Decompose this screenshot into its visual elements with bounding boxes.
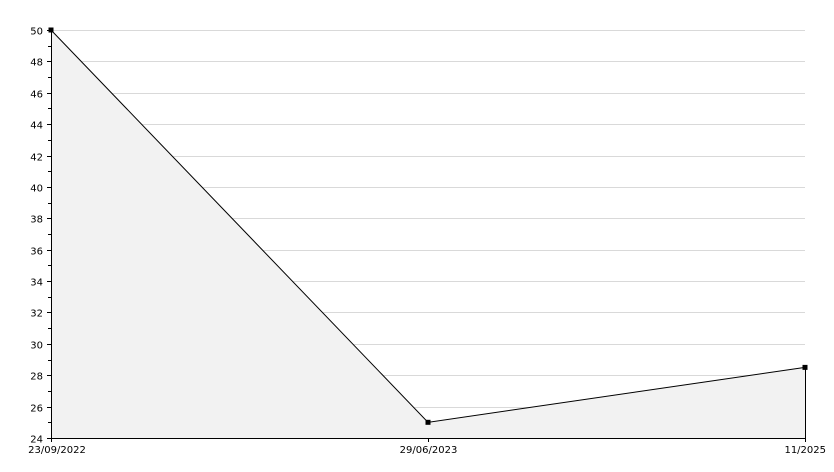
y-tick-label: 46 (30, 90, 43, 101)
x-tick-label: 29/06/2023 (400, 445, 458, 456)
x-tick-label: 11/2025 (784, 445, 826, 456)
y-tick-label: 48 (30, 58, 43, 69)
y-tick-label: 28 (30, 372, 43, 383)
data-point (48, 27, 54, 33)
y-tick-label: 24 (30, 435, 43, 446)
data-point (802, 364, 808, 370)
y-tick-label: 50 (30, 27, 43, 38)
y-tick-label: 26 (30, 404, 43, 415)
y-tick-label: 44 (30, 121, 43, 132)
y-tick-label: 30 (30, 341, 43, 352)
data-points (48, 27, 808, 425)
y-tick-label: 40 (30, 184, 43, 195)
y-tick-label: 42 (30, 153, 43, 164)
y-tick-label: 38 (30, 215, 43, 226)
x-tick-label: 23/09/2022 (28, 445, 86, 456)
data-point (425, 419, 431, 425)
y-tick-label: 32 (30, 309, 43, 320)
y-tick-label: 36 (30, 247, 43, 258)
y-axis-ticks: 24 26 28 30 32 34 36 38 40 42 44 46 48 50 (30, 27, 51, 446)
area-fill (51, 30, 805, 438)
y-tick-label: 34 (30, 278, 43, 289)
x-axis-ticks: 23/09/2022 29/06/2023 11/2025 (28, 438, 826, 456)
